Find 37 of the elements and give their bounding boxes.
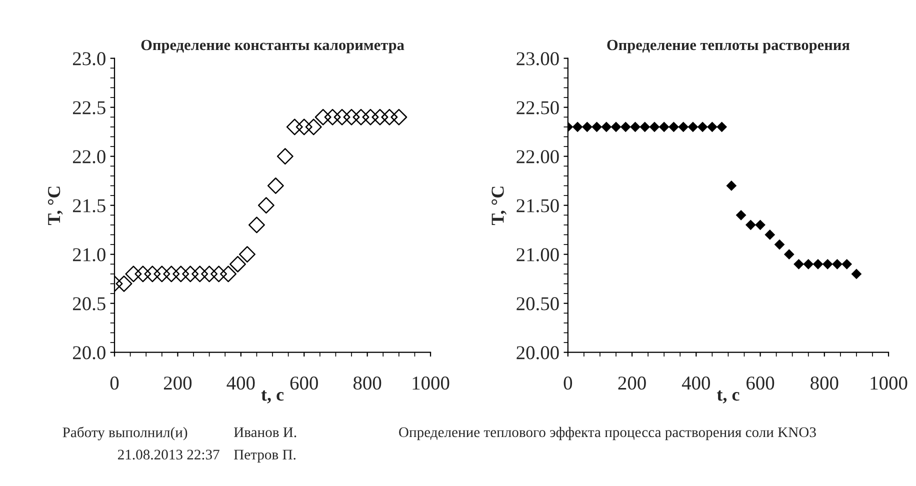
y-tick-label: 21.0 [72, 248, 106, 262]
chart-title: Определение теплоты растворения [607, 40, 850, 54]
x-tick-label: 1000 [870, 376, 908, 390]
x-tick-label: 600 [290, 376, 318, 390]
x-tick-label: 200 [618, 376, 646, 390]
x-tick-label: 800 [810, 376, 838, 390]
chart-title: Определение константы калориметра [141, 40, 404, 54]
y-tick-label: 22.0 [72, 150, 106, 164]
y-tick-label: 23.0 [72, 52, 106, 66]
y-tick-label: 20.00 [516, 346, 559, 360]
y-tick-label: 21.5 [72, 199, 106, 212]
y-tick-label: 20.5 [72, 297, 106, 310]
x-tick-label: 400 [682, 376, 710, 390]
text: 21.08.2013 22:37 [118, 450, 220, 460]
text: Работу выполнил(и) [62, 426, 188, 440]
y-tick-label: 20.50 [516, 297, 559, 310]
x-tick-label: 800 [353, 376, 382, 390]
text: Определение теплового эффекта процесса растворения соли KNO3 [399, 426, 816, 440]
x-axis-title: t, c [716, 390, 740, 404]
y-tick-label: 22.00 [516, 150, 559, 164]
x-tick-label: 0 [110, 376, 119, 390]
y-tick-label: 20.0 [72, 346, 106, 360]
x-tick-label: 0 [564, 376, 572, 390]
text: Петров П. [234, 450, 296, 462]
x-tick-label: 1000 [412, 376, 450, 390]
y-tick-label: 21.00 [516, 248, 559, 262]
x-tick-label: 200 [164, 376, 192, 390]
text: Иванов И. [234, 427, 296, 438]
y-axis-title: T, °C [48, 186, 63, 226]
x-axis-title: t, c [261, 390, 284, 404]
y-tick-label: 21.50 [516, 199, 559, 212]
y-tick-label: 22.5 [72, 101, 106, 114]
y-tick-label: 22.50 [516, 101, 559, 114]
x-tick-label: 400 [226, 376, 255, 390]
y-axis-title: T, °C [492, 186, 506, 226]
y-tick-label: 23.00 [516, 52, 559, 66]
x-tick-label: 600 [746, 376, 774, 390]
